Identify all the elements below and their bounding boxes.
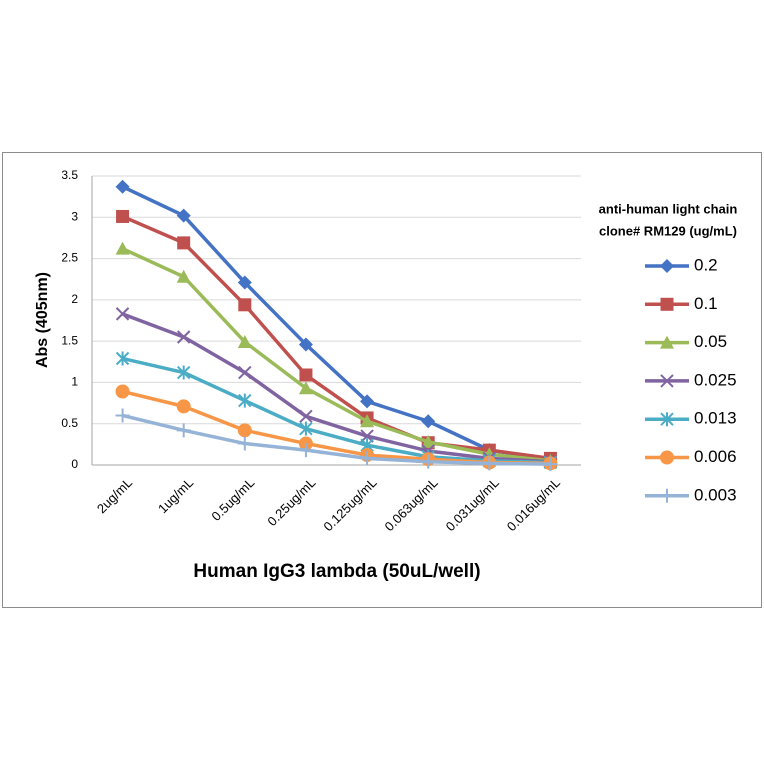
data-point [421,434,436,448]
series-line [121,214,551,461]
data-point [421,454,436,469]
legend-marker [660,374,674,388]
legend-title: clone# RM129 (ug/mL) [599,223,737,238]
data-point [360,451,375,466]
legend-label: 0.2 [694,255,718,274]
y-tick-label: 3.5 [61,168,78,182]
data-point [543,457,558,472]
data-point [298,381,313,395]
data-point [176,330,191,344]
legend-marker [660,297,674,311]
legend-marker [660,488,674,503]
data-point [176,399,191,414]
legend-label: 0.013 [694,409,737,428]
series-line [121,185,551,461]
data-point [360,414,375,428]
series-line [121,312,551,464]
data-point [115,408,130,423]
data-point [238,365,252,380]
data-point [298,337,313,352]
legend-marker [660,335,674,349]
data-point [299,409,313,423]
data-point [238,298,252,312]
legend-marker [660,259,674,273]
series-line [122,356,551,465]
data-point [177,236,191,250]
data-point [115,351,130,366]
data-point [237,436,252,451]
data-point [176,208,191,223]
data-point [237,275,252,290]
data-point [299,368,313,382]
y-tick-label: 0.5 [61,416,78,430]
legend-label: 0.1 [694,294,718,313]
y-tick-label: 1.5 [61,333,78,347]
legend-label: 0.05 [694,332,727,351]
data-point [115,384,130,399]
data-point [299,421,313,436]
x-axis-title: Human IgG3 lambda (50uL/well) [193,561,480,582]
series-line [122,413,551,466]
legend-label: 0.025 [694,370,737,389]
y-tick-label: 3 [71,209,78,223]
legend-marker [660,450,674,465]
data-point [237,423,252,438]
data-point [298,443,313,458]
legend-marker [660,412,674,427]
y-axis-title: Abs (405nm) [34,272,51,368]
legend-label: 0.003 [694,485,737,504]
data-point [238,393,252,408]
y-tick-label: 2.5 [61,251,78,265]
data-point [115,179,130,194]
data-point [176,423,191,438]
data-point [115,241,130,255]
data-point [482,456,497,471]
legend-label: 0.006 [694,447,737,466]
legend-title: anti-human light chain [599,201,738,216]
y-tick-label: 0 [71,457,78,471]
data-point [421,414,436,429]
data-point [237,334,252,348]
series-line [121,247,551,463]
data-point [176,365,191,380]
y-tick-label: 1 [71,375,78,389]
data-point [116,209,130,223]
y-tick-label: 2 [71,292,78,306]
chart-border [2,152,762,608]
data-point [360,394,375,409]
data-point [176,269,191,283]
data-point [115,307,130,321]
